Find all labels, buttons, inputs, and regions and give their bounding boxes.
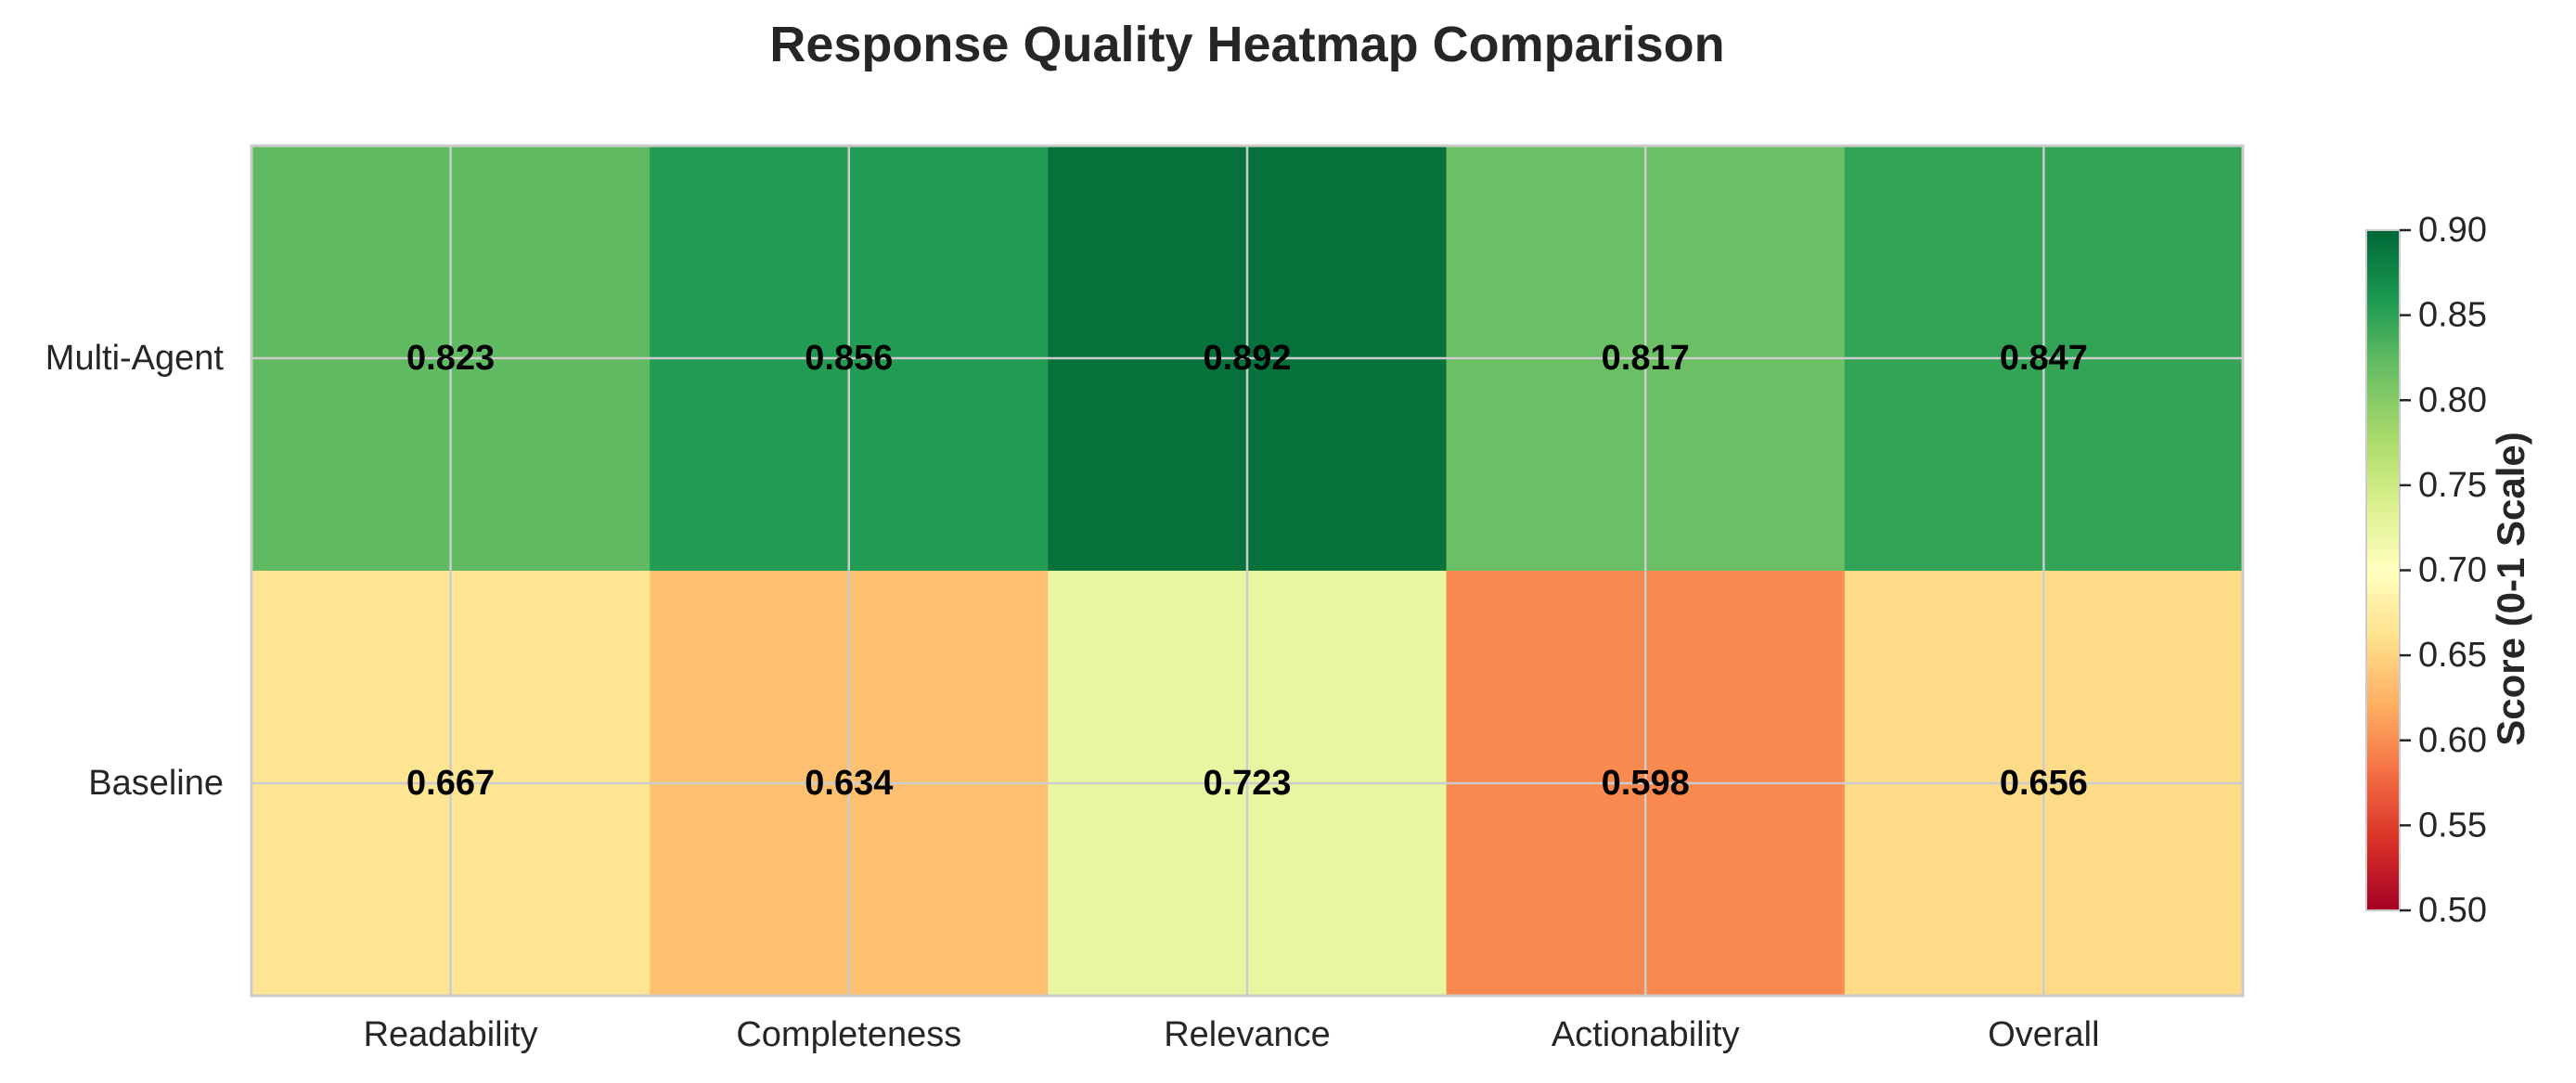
colorbar-tick-label: 0.65 — [2418, 636, 2487, 675]
cell-value-label: 0.856 — [805, 339, 893, 378]
colorbar-tick-label: 0.90 — [2418, 211, 2487, 250]
column-tick-label: Actionability — [1552, 1015, 1740, 1054]
colorbar-ticks: 0.50 0.55 0.60 0.65 0.70 0.75 0.80 0.85 0.90 — [2400, 211, 2487, 930]
colorbar-tick-label: 0.80 — [2418, 380, 2487, 419]
row-tick-label: Multi-Agent — [45, 339, 225, 378]
cell-value-label: 0.823 — [406, 339, 495, 378]
colorbar-tick-label: 0.85 — [2418, 296, 2487, 335]
cell-value-label: 0.892 — [1203, 339, 1291, 378]
colorbar-tick-label: 0.50 — [2418, 891, 2487, 930]
cell-value-label: 0.817 — [1602, 339, 1690, 378]
heatmap-grid — [251, 146, 2243, 996]
cell-value-labels: 0.823 0.856 0.892 0.817 0.847 0.667 0.634 0.723… — [406, 339, 2088, 803]
colorbar-tick-label: 0.60 — [2418, 721, 2487, 760]
cell-value-label: 0.634 — [805, 764, 893, 803]
colorbar-tick-label: 0.55 — [2418, 806, 2487, 844]
cell-value-label: 0.656 — [2000, 764, 2088, 803]
colorbar-tick-label: 0.75 — [2418, 466, 2487, 505]
column-tick-labels: Readability Completeness Relevance Actionab… — [364, 1015, 2100, 1054]
chart-title: Response Quality Heatmap Comparison — [769, 17, 1724, 72]
cell-value-label: 0.723 — [1203, 764, 1291, 803]
colorbar: 0.50 0.55 0.60 0.65 0.70 0.75 0.80 0.85 0.90 Sco… — [2365, 211, 2532, 930]
cell-value-label: 0.598 — [1602, 764, 1690, 803]
colorbar-label: Score (0-1 Scale) — [2489, 432, 2532, 746]
column-tick-label: Readability — [364, 1015, 538, 1054]
cell-value-label: 0.667 — [406, 764, 495, 803]
row-tick-labels: Multi-Agent Baseline — [45, 339, 225, 803]
plot-frame — [250, 144, 2245, 998]
cell-value-label: 0.847 — [2000, 339, 2088, 378]
colorbar-tick-label: 0.70 — [2418, 551, 2487, 590]
row-tick-label: Baseline — [88, 764, 224, 803]
column-tick-label: Completeness — [736, 1015, 961, 1054]
colorbar-gradient — [2365, 229, 2401, 911]
column-tick-label: Relevance — [1164, 1015, 1331, 1054]
column-tick-label: Overall — [1988, 1015, 2099, 1054]
